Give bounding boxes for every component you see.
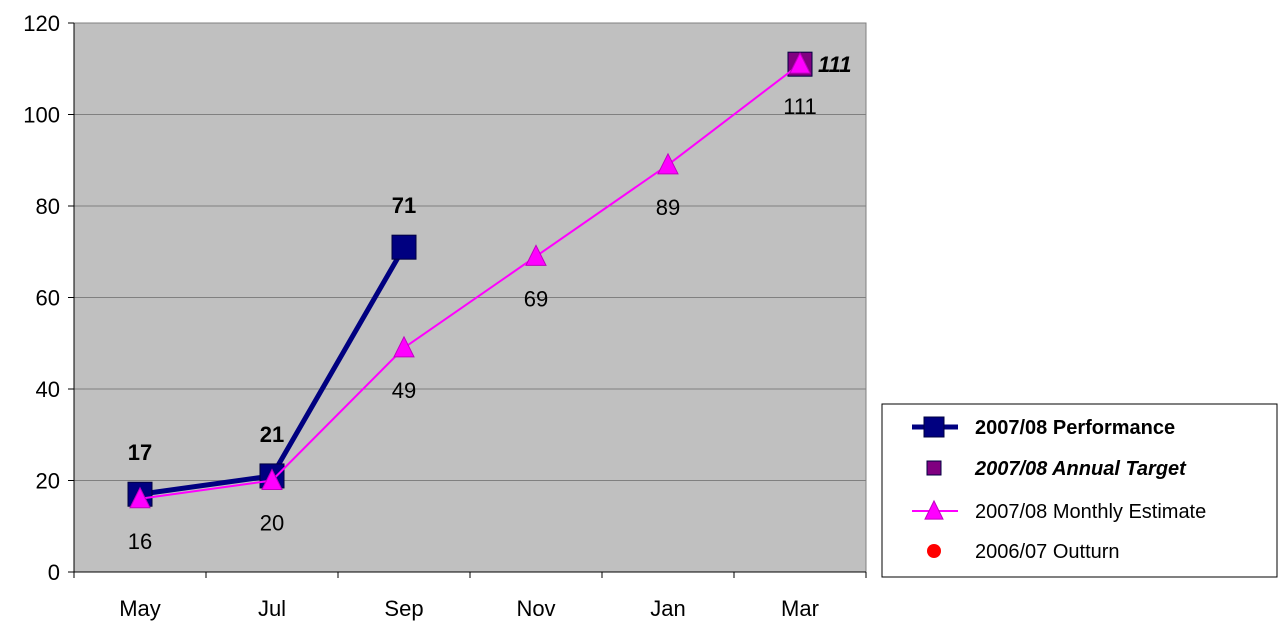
data-label: 20 xyxy=(260,511,284,536)
series-line xyxy=(139,63,801,500)
y-tick-label: 20 xyxy=(36,469,60,494)
legend-label: 2007/08 Performance xyxy=(975,417,1175,439)
data-point xyxy=(789,52,811,74)
data-point xyxy=(391,234,417,260)
series-layer xyxy=(127,51,813,509)
y-tick-label: 40 xyxy=(36,377,60,402)
data-label: 21 xyxy=(260,422,284,447)
data-label: 111 xyxy=(783,94,816,119)
data-point xyxy=(393,335,415,358)
legend-marker xyxy=(927,544,941,558)
data-label: 16 xyxy=(128,529,152,554)
x-tick-label: Mar xyxy=(781,596,819,621)
x-tick-label: Jul xyxy=(258,596,286,621)
data-point xyxy=(657,152,679,175)
legend-label: 2007/08 Annual Target xyxy=(974,458,1187,480)
x-tick-label: Jan xyxy=(650,596,685,621)
y-tick-label: 100 xyxy=(23,103,60,128)
y-tick-label: 80 xyxy=(36,194,60,219)
data-label: 49 xyxy=(392,378,416,403)
legend-label: 2006/07 Outturn xyxy=(975,541,1120,563)
data-label: 89 xyxy=(656,195,680,220)
y-tick-label: 120 xyxy=(23,11,60,36)
y-tick-label: 60 xyxy=(36,286,60,311)
y-tick-label: 0 xyxy=(48,560,60,585)
x-tick-label: Nov xyxy=(516,596,555,621)
data-label: 69 xyxy=(524,286,548,311)
gridlines xyxy=(74,22,866,481)
data-label: 111 xyxy=(818,52,851,77)
axes: 0 20 40 60 80 100 120 May Jul Sep Nov Jan Mar xyxy=(23,11,867,621)
legend-box xyxy=(881,403,1278,578)
legend: 2007/08 Performance 2007/08 Annual Target… xyxy=(881,403,1278,578)
data-label: 17 xyxy=(128,440,152,465)
data-label: 71 xyxy=(392,193,416,218)
data-point xyxy=(261,468,283,490)
legend-label: 2007/08 Monthly Estimate xyxy=(975,501,1206,523)
data-point xyxy=(129,486,151,509)
legend-marker xyxy=(926,460,942,476)
legend-marker xyxy=(923,416,945,438)
legend-marker xyxy=(924,499,944,520)
x-tick-label: Sep xyxy=(384,596,423,621)
data-labels: 17 21 71 111 16 20 49 69 89 111 xyxy=(128,52,852,554)
x-tick-label: May xyxy=(119,596,161,621)
data-point xyxy=(525,244,547,266)
